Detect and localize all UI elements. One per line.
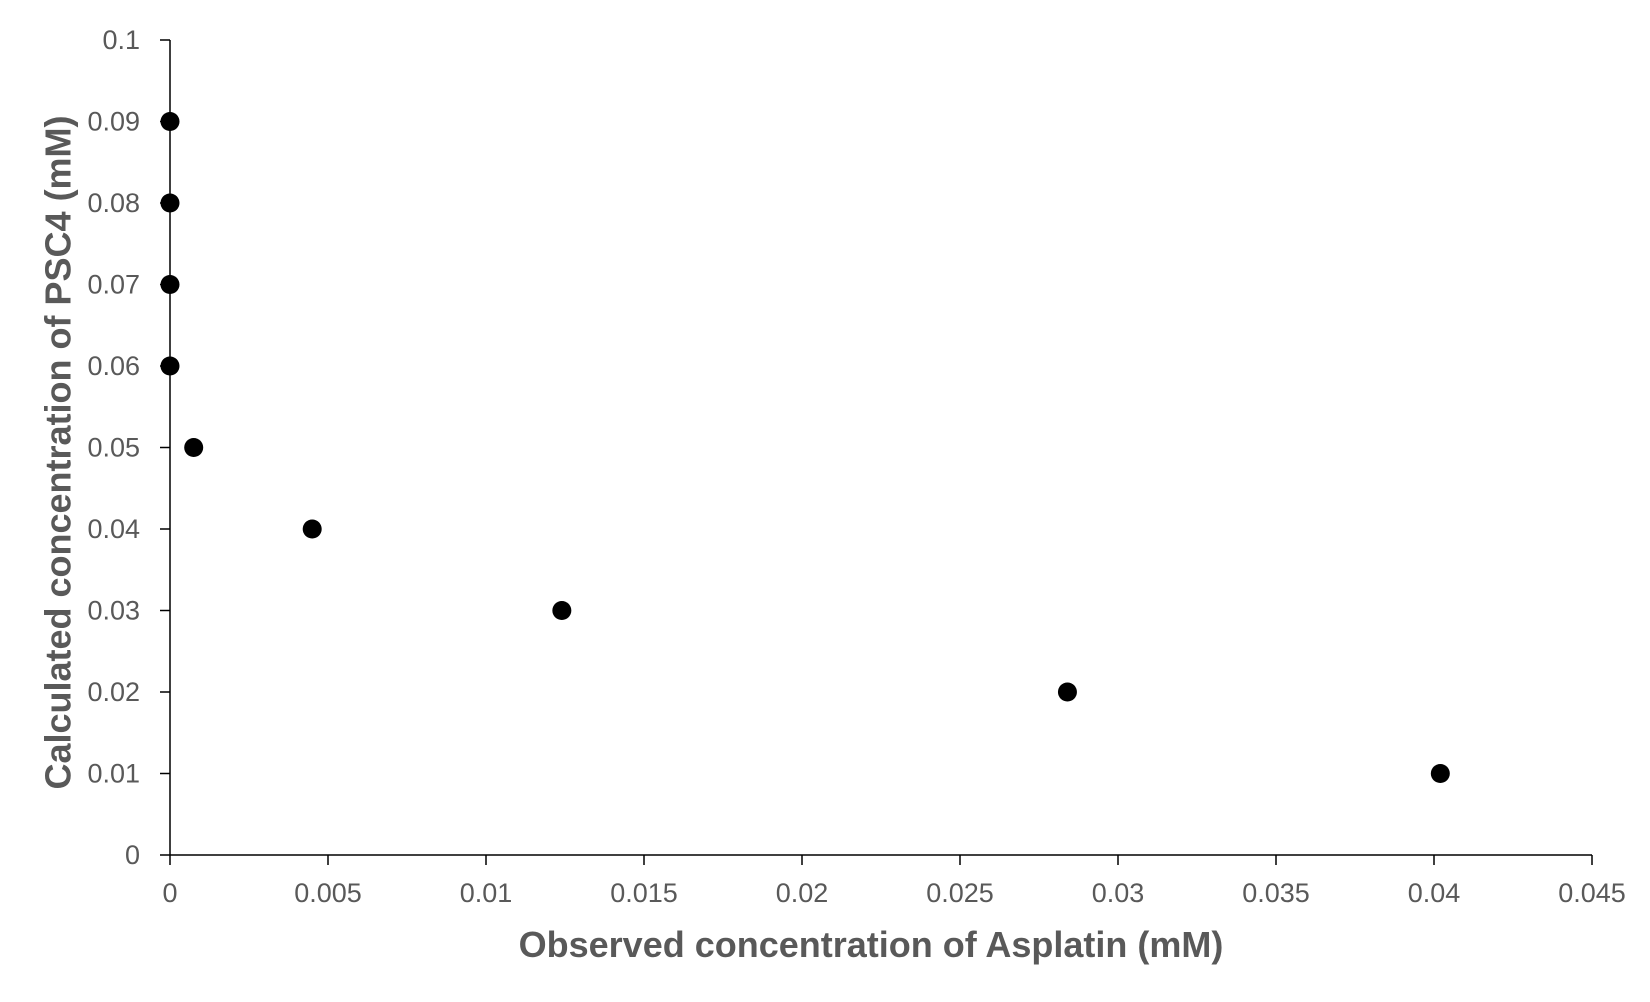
x-axis-ticks: 0 0.005 0.01 0.015 0.02 0.025 0.03 0.035 0.04 0.0…: [162, 855, 1626, 908]
x-tick-label: 0.02: [776, 878, 829, 908]
data-point: [552, 601, 572, 620]
x-tick-label: 0.005: [294, 878, 362, 908]
x-axis-title: Observed concentration of Asplatin (mM): [519, 924, 1224, 965]
y-tick-label: 0: [125, 840, 140, 870]
y-tick-label: 0.05: [87, 433, 140, 463]
x-tick-label: 0.01: [460, 878, 513, 908]
y-tick-label: 0.07: [87, 270, 140, 300]
x-tick-label: 0.045: [1558, 878, 1626, 908]
data-point: [184, 438, 204, 457]
y-tick-label: 0.09: [87, 107, 140, 137]
y-tick-label: 0.04: [87, 514, 140, 544]
data-point: [160, 356, 180, 376]
x-tick-label: 0.03: [1092, 878, 1145, 908]
data-points: [160, 112, 1450, 783]
x-tick-label: 0.015: [610, 878, 678, 908]
data-point: [160, 275, 180, 294]
x-tick-label: 0.035: [1242, 878, 1310, 908]
data-point: [1057, 682, 1077, 702]
data-point: [302, 519, 322, 539]
y-axis-title: Calculated concentration of PSC4 (mM): [38, 115, 79, 789]
data-point: [160, 112, 180, 131]
y-tick-label: 0.01: [87, 759, 140, 789]
data-point: [160, 193, 180, 213]
y-tick-label: 0.02: [87, 677, 140, 707]
data-point: [1430, 764, 1450, 783]
axes: [169, 40, 1592, 856]
y-tick-label: 0.03: [87, 596, 140, 626]
x-tick-label: 0.04: [1408, 878, 1461, 908]
x-tick-label: 0.025: [926, 878, 994, 908]
y-tick-label: 0.06: [87, 351, 140, 381]
y-tick-label: 0.08: [87, 188, 140, 218]
y-tick-label: 0.1: [102, 25, 140, 55]
x-tick-label: 0: [162, 878, 177, 908]
y-axis-ticks: 0 0.01 0.02 0.03 0.04 0.05 0.06 0.07 0.08 0.09 0.1: [87, 25, 170, 870]
